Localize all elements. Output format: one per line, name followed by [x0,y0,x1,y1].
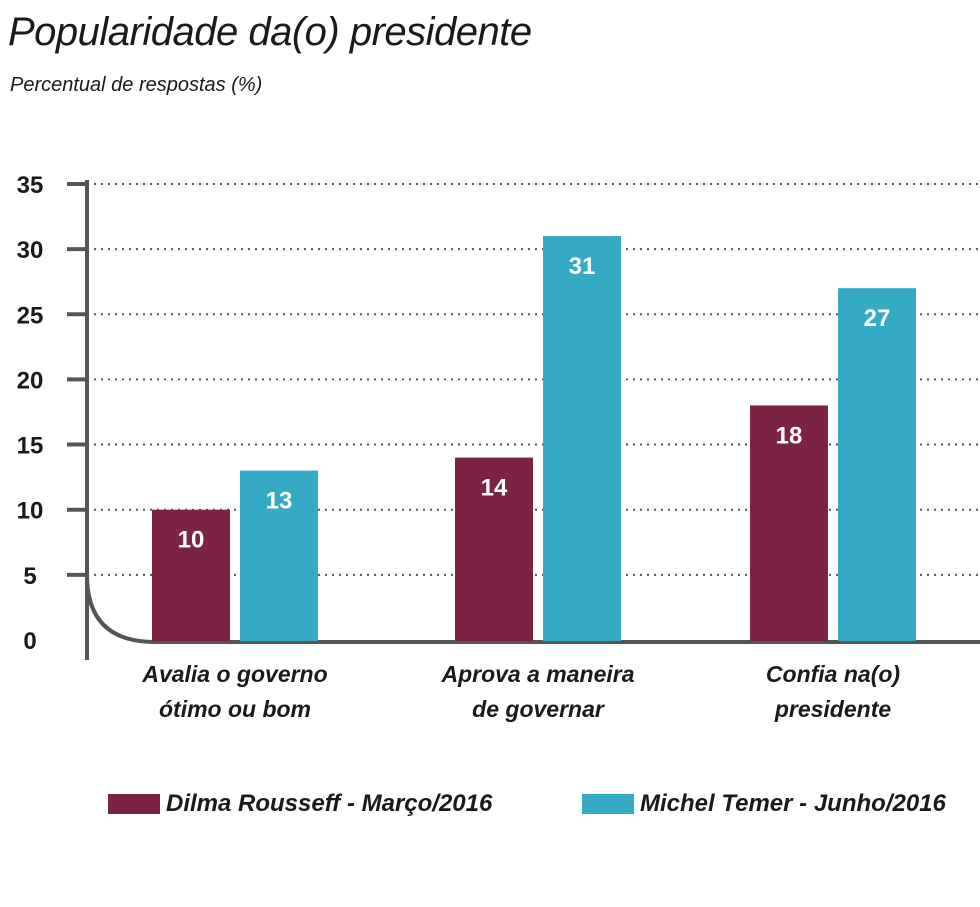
legend-item-temer: Michel Temer - Junho/2016 [582,790,946,818]
y-tick-label: 35 [17,172,44,199]
x-category-label: Avalia o governo [141,661,327,687]
bars [152,236,916,641]
x-category-label: ótimo ou bom [159,696,311,722]
x-axis [85,574,980,644]
legend-label-temer: Michel Temer - Junho/2016 [640,790,946,817]
bar-value-label: 27 [864,305,891,332]
legend-swatch-temer [582,794,634,814]
y-tick-label: 20 [17,367,44,394]
x-category-label: Confia na(o) [766,661,900,687]
chart-title: Popularidade da(o) presidente [8,10,532,54]
axes [67,179,980,660]
labels: 0 5 10 15 20 25 30 35 10 14 18 13 31 27 Avalia o gover… [17,172,900,722]
y-tick-label: 0 [23,628,36,655]
bar [152,509,230,641]
bar-chart: 0 5 10 15 20 25 30 35 10 14 18 13 31 27 Avalia o gover… [17,172,980,722]
bar [750,405,828,641]
bar-value-label: 18 [776,422,803,449]
legend-swatch-dilma [108,794,160,814]
y-tick-label: 5 [23,563,36,590]
bar-value-label: 13 [266,488,293,515]
chart-subtitle: Percentual de respostas (%) [10,74,263,96]
bar-value-label: 14 [481,475,508,502]
x-category-label: Aprova a maneira [440,661,634,687]
x-category-label: presidente [774,696,892,722]
bar [838,288,916,641]
legend-item-dilma: Dilma Rousseff - Março/2016 [108,790,492,818]
gridlines [87,182,980,576]
legend-label-dilma: Dilma Rousseff - Março/2016 [166,790,493,817]
y-tick-label: 10 [17,498,44,525]
x-category-label: de governar [472,696,605,722]
y-tick-label: 25 [17,302,44,329]
bar [455,457,533,641]
bar-value-label: 10 [178,527,205,554]
legend: Dilma Rousseff - Março/2016 Michel Temer… [0,790,980,822]
bar [543,236,621,641]
y-tick-label: 30 [17,237,44,264]
bar-value-label: 31 [569,253,596,280]
bar [240,470,318,641]
y-tick-label: 15 [17,433,44,460]
